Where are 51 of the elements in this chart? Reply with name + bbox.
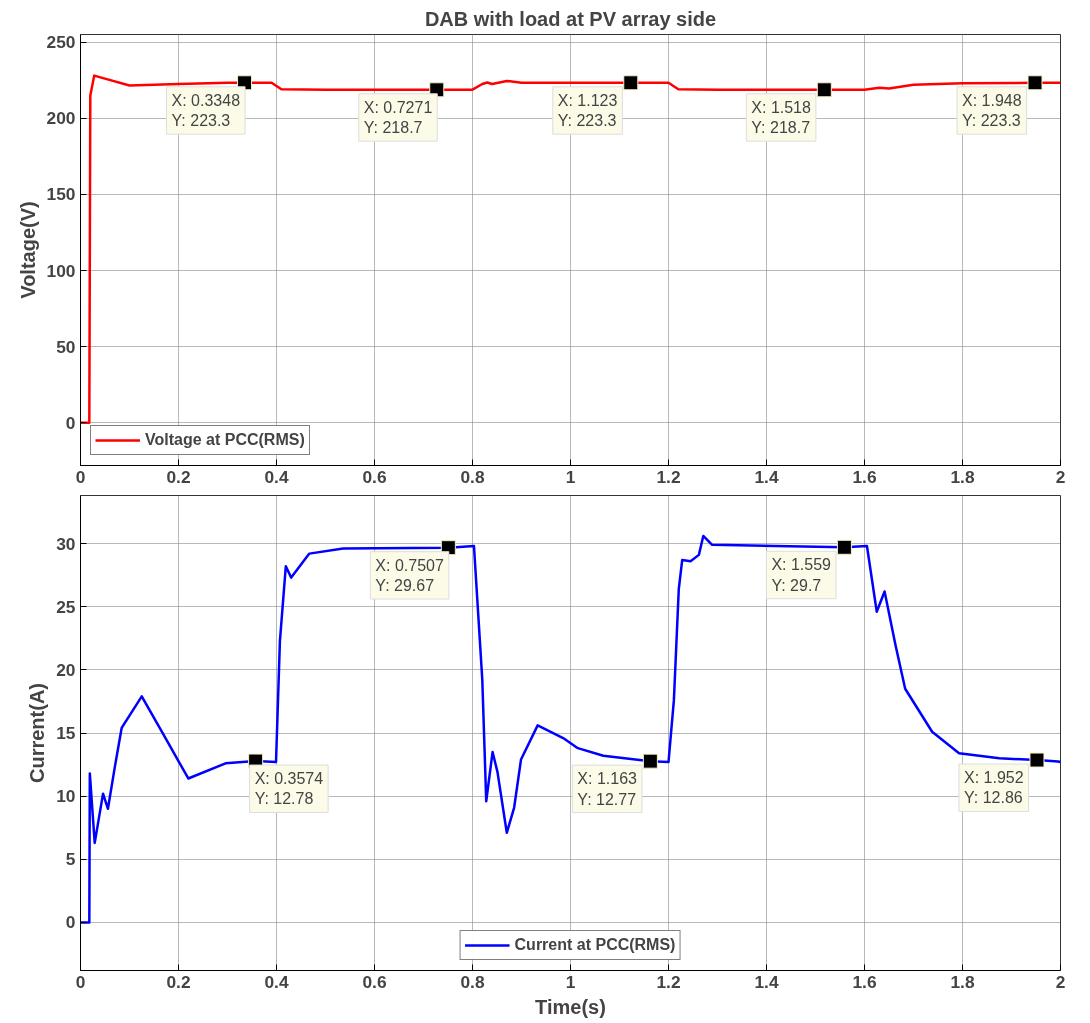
x-tick-label: 0.6 [362, 971, 387, 992]
x-tick-label: 2 [1055, 466, 1066, 487]
x-tick-label: 1.4 [754, 971, 779, 992]
x-tick-label: 0.8 [460, 971, 485, 992]
y-tick-label: 0 [65, 412, 76, 433]
y-tick-label: 30 [56, 533, 76, 554]
annotation: X: 0.7507 Y: 29.67 [375, 556, 444, 595]
y-tick-label: 25 [56, 596, 76, 617]
x-tick-label: 0.2 [166, 466, 191, 487]
annotation: X: 1.952 Y: 12.86 [963, 769, 1024, 807]
y-tick-label: 50 [56, 336, 76, 357]
annotation: X: 1.123 Y: 223.3 [557, 91, 618, 130]
x-tick-label: 0.8 [460, 466, 485, 487]
x-tick-label: 2 [1055, 971, 1066, 992]
x-tick-label: 1.4 [754, 466, 779, 487]
x-tick-label: 1.8 [950, 971, 975, 992]
x-tick-label: 1.8 [950, 466, 975, 487]
y-tick-label: 0 [65, 912, 76, 933]
legend-label: Voltage at PCC(RMS) [145, 431, 305, 449]
y-axis-title: Voltage(V) [16, 201, 39, 299]
annotation: X: 0.3348 Y: 223.3 [171, 91, 241, 130]
line-series [80, 74, 1061, 425]
y-tick-label: 150 [46, 184, 76, 205]
legend-label: Current at PCC(RMS) [514, 936, 676, 954]
y-tick-label: 20 [56, 659, 76, 680]
x-tick-label: 1.6 [852, 971, 877, 992]
y-tick-label: 5 [65, 849, 76, 870]
x-tick-label: 1.6 [852, 466, 877, 487]
x-axis-title: Time(s) [535, 995, 606, 1018]
annotation: X: 1.518 Y: 218.7 [751, 98, 812, 137]
annotation: X: 0.7271 Y: 218.7 [363, 98, 433, 137]
y-tick-label: 10 [56, 786, 76, 807]
y-tick-label: 15 [56, 723, 76, 743]
x-tick-label: 0.4 [264, 971, 289, 992]
y-tick-label: 250 [46, 32, 76, 53]
annotation: X: 1.559 Y: 29.7 [771, 556, 832, 594]
x-tick-label: 0.4 [264, 466, 289, 487]
chart-title: DAB with load at PV array side [424, 7, 717, 30]
x-tick-label: 1 [565, 466, 576, 487]
x-tick-label: 0.2 [166, 971, 191, 992]
y-tick-label: 100 [46, 260, 76, 281]
annotation: X: 0.3574 Y: 12.78 [254, 770, 324, 808]
x-tick-label: 0.6 [362, 466, 387, 487]
annotation: X: 1.163 Y: 12.77 [577, 770, 638, 808]
line-series [80, 534, 1061, 924]
x-tick-label: 1 [565, 971, 576, 992]
y-tick-label: 200 [46, 108, 76, 129]
y-axis-title: Current(A) [26, 683, 49, 783]
annotation: X: 1.948 Y: 223.3 [962, 91, 1022, 130]
x-tick-label: 1.2 [656, 971, 681, 992]
x-tick-label: 1.2 [656, 466, 681, 487]
